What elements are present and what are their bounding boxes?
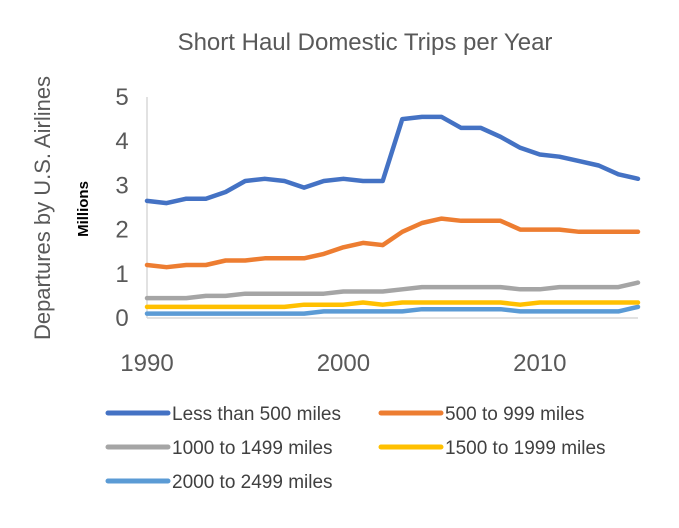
y-tick-label: 3 [115, 172, 128, 199]
legend-label: 2000 to 2499 miles [172, 472, 333, 493]
y-tick-label: 1 [115, 261, 128, 288]
axes [146, 97, 638, 319]
series-line [144, 280, 641, 301]
legend: Less than 500 miles 500 to 999 miles 1000 … [105, 404, 606, 493]
legend-label: 1000 to 1499 miles [172, 438, 333, 459]
series-line [144, 114, 641, 206]
tick-labels: 0 1 2 3 4 5 1990 2000 2010 [115, 84, 566, 377]
series-line [144, 304, 641, 316]
y-axis-label: Departures by U.S. Airlines [30, 76, 55, 340]
chart-title: Short Haul Domestic Trips per Year [178, 29, 553, 56]
y-tick-label: 5 [115, 84, 128, 111]
legend-label: 500 to 999 miles [445, 404, 584, 425]
y-axis-unit-label: Millions [75, 181, 92, 237]
legend-label: 1500 to 1999 miles [445, 438, 606, 459]
series-line [144, 216, 641, 270]
series-line [144, 300, 641, 310]
x-tick-label: 2000 [317, 350, 370, 377]
x-tick-label: 1990 [120, 350, 173, 377]
y-tick-label: 2 [115, 217, 128, 244]
x-tick-label: 2010 [513, 350, 566, 377]
legend-label: Less than 500 miles [172, 404, 341, 425]
series-lines [144, 114, 641, 316]
y-tick-label: 0 [115, 305, 128, 332]
y-tick-label: 4 [115, 128, 128, 155]
